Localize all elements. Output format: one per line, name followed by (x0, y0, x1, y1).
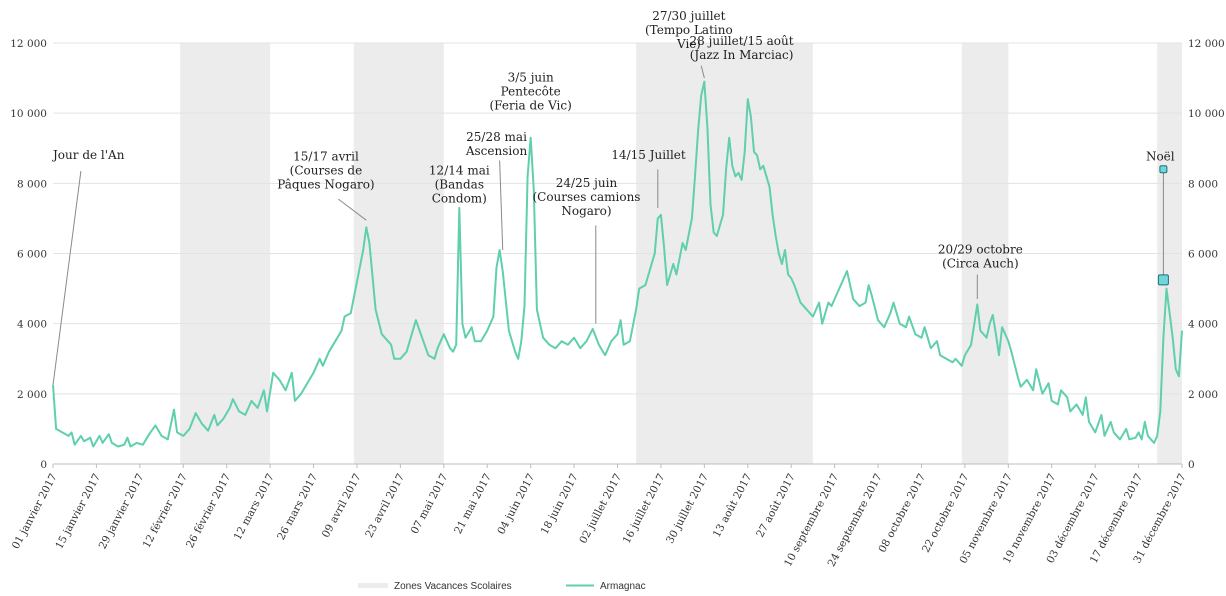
annotation-text: (Bandas (435, 178, 484, 192)
x-tick-label: 09 avril 2017 (320, 472, 364, 540)
annotation-text: 14/15 Juillet (611, 148, 686, 162)
annotation-text: Pentecôte (501, 85, 561, 99)
y-tick-label: 0 (1188, 459, 1195, 471)
legend-label: Armagnac (600, 581, 646, 592)
y-tick-label: 8 000 (17, 178, 47, 190)
x-tick-label: 27 août 2017 (754, 472, 798, 540)
y-tick-label: 4 000 (1188, 319, 1218, 331)
event-annotations: Jour de l'An 15/17 avril(Courses dePâques… (51, 9, 1175, 386)
annotation-text: (Courses camions (532, 190, 640, 204)
y-tick-label: 4 000 (17, 319, 47, 331)
x-tick-label: 15 janvier 2017 (53, 472, 103, 551)
noel-markers (1157, 165, 1169, 286)
x-tick-label: 30 juillet 2017 (664, 472, 711, 546)
annotation-text: 25/28 mai (466, 130, 527, 144)
annotation-text: Noël (1146, 150, 1175, 164)
annotation-text: Jour de l'An (51, 148, 125, 162)
annotation-text: 27/30 juillet (652, 9, 725, 23)
x-tick-label: 16 juillet 2017 (621, 472, 668, 546)
annotation-jazz-in-marciac: 28 juillet/15 août(Jazz In Marciac) (690, 34, 794, 62)
y-axis-right: 0 2 000 4 000 6 000 8 000 10 000 12 000 (1188, 38, 1225, 471)
y-tick-label: 2 000 (17, 389, 47, 401)
annotation-circa-auch: 20/29 octobre(Circa Auch) (938, 243, 1023, 300)
annotation-text: Nogaro) (561, 204, 611, 218)
x-tick-label: 29 janvier 2017 (97, 472, 147, 551)
annotation-text: Ascension (465, 144, 528, 158)
annotation-leader (700, 65, 705, 79)
x-tick-label: 12 février 2017 (141, 472, 190, 550)
annotation-text: 15/17 avril (293, 150, 359, 164)
x-tick-label: 01 janvier 2017 (10, 472, 60, 551)
legend-swatch-band (358, 583, 388, 588)
x-tick-label: 04 juin 2017 (495, 472, 537, 537)
y-tick-label: 8 000 (1188, 178, 1218, 190)
annotation-text: 20/29 octobre (938, 243, 1023, 257)
y-tick-label: 12 000 (1188, 38, 1225, 50)
annotation-text: (Courses de (290, 164, 363, 178)
legend-label: Zones Vacances Scolaires (394, 581, 512, 592)
x-tick-label: 13 août 2017 (711, 472, 755, 540)
annotation-text: Vic) (676, 37, 701, 51)
annotation-leader (52, 170, 82, 386)
x-tick-label: 22 octobre 2017 (920, 472, 972, 555)
x-tick-label: 08 octobre 2017 (876, 472, 928, 555)
y-tick-label: 0 (40, 459, 47, 471)
annotation-text: 28 juillet/15 août (690, 34, 794, 48)
x-tick-label: 21 mai 2017 (452, 472, 494, 536)
annotation-leader (338, 198, 367, 221)
legend: Zones Vacances Scolaires Armagnac (358, 581, 646, 592)
annotation-text: (Tempo Latino (645, 23, 733, 37)
data-marker (1159, 165, 1168, 174)
annotation-text: (Feria de Vic) (490, 99, 572, 113)
x-tick-label: 18 juin 2017 (539, 472, 581, 537)
data-marker (1157, 274, 1169, 286)
annotation-text: 12/14 mai (429, 164, 490, 178)
annotation-leader (499, 160, 504, 251)
series-line (52, 80, 1183, 448)
annotation-text: Condom) (432, 192, 487, 206)
y-tick-label: 6 000 (17, 249, 47, 261)
annotation-text: 3/5 juin (508, 71, 554, 85)
annotation-text: (Jazz In Marciac) (690, 48, 794, 62)
y-tick-label: 10 000 (1188, 108, 1225, 120)
x-tick-label: 26 février 2017 (184, 472, 233, 550)
annotation-text: 24/25 juin (556, 176, 618, 190)
x-tick-label: 12 mars 2017 (232, 472, 277, 542)
annotation-text: Pâques Nogaro) (277, 178, 374, 192)
x-tick-label: 26 mars 2017 (275, 472, 320, 542)
annotation-noel: Noël (1146, 150, 1175, 280)
x-tick-label: 23 avril 2017 (363, 472, 407, 540)
y-tick-label: 2 000 (1188, 389, 1218, 401)
y-axis-left: 0 2 000 4 000 6 000 8 000 10 000 12 000 (10, 38, 47, 471)
y-tick-label: 6 000 (1188, 249, 1218, 261)
x-tick-label: 02 juillet 2017 (577, 472, 624, 546)
series-armagnac (52, 80, 1183, 448)
y-tick-label: 10 000 (10, 108, 47, 120)
annotation-quatorze-juillet: 14/15 Juillet (611, 148, 686, 208)
annotation-jour-de-l-an: Jour de l'An (51, 148, 125, 386)
annotation-text: (Circa Auch) (942, 257, 1019, 271)
x-tick-label: 07 mai 2017 (409, 472, 451, 536)
y-tick-label: 12 000 (10, 38, 47, 50)
